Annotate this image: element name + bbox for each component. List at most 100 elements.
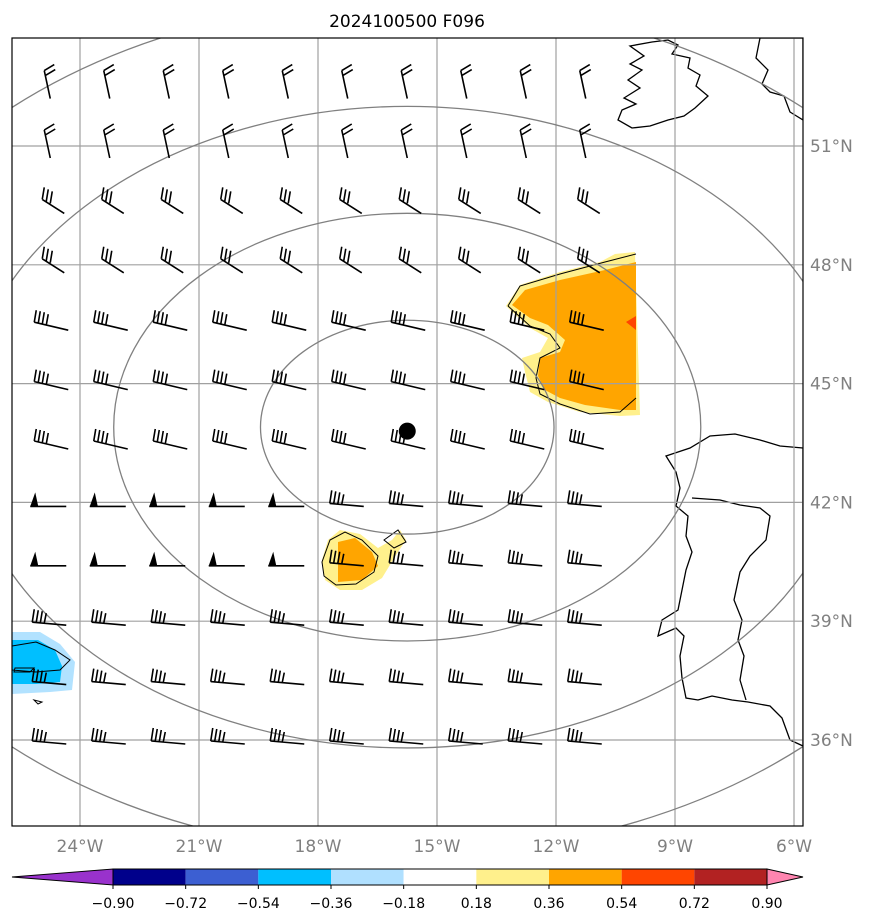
colorbar-swatch-4 (403, 869, 477, 885)
wind-barb-stroke (400, 123, 413, 159)
range-ring-3 (12, 105, 803, 749)
wind-barb-stroke (457, 187, 482, 215)
wind-barb-64 (271, 428, 307, 450)
wind-barb-stroke (90, 668, 126, 686)
wind-barb-96 (388, 609, 424, 626)
gridlines (12, 38, 803, 826)
wind-barb-stroke (92, 369, 128, 391)
wind-barb-35 (338, 246, 363, 274)
wind-barb-stroke (31, 727, 67, 745)
wind-barb-stroke (271, 428, 307, 450)
wind-barb-40 (33, 310, 69, 331)
wind-barb-stroke (459, 63, 473, 99)
wind-barb-stroke (566, 490, 602, 508)
wind-barb-119 (566, 727, 602, 745)
wind-barb-stroke (100, 187, 125, 215)
lon-label-5: 9°W (657, 837, 693, 857)
wind-barb-pennant (208, 551, 217, 566)
lon-label-3: 15°W (414, 837, 461, 857)
wind-barb-stroke (160, 187, 184, 215)
wind-barb-19 (578, 123, 592, 159)
wind-barb-86 (388, 549, 424, 567)
wind-barb-stroke (390, 369, 426, 391)
coastlines (617, 38, 803, 747)
wind-barb-100 (31, 668, 67, 686)
wind-barb-109 (566, 668, 602, 686)
wind-barb-stroke (219, 187, 244, 215)
wind-barb-116 (388, 727, 424, 745)
wind-barb-21 (100, 187, 125, 215)
wind-barb-pennant (30, 551, 39, 566)
wind-barb-74 (268, 492, 305, 508)
lon-label-2: 18°W (295, 837, 342, 857)
wind-barb-118 (507, 727, 543, 745)
iberia-inner-border (691, 497, 771, 701)
wind-barb-stroke (576, 246, 601, 274)
colorbar-extend-low (11, 868, 114, 886)
wind-barb-28 (517, 187, 541, 215)
wind-barb-111 (90, 727, 126, 745)
wind-barb-stroke (31, 668, 67, 686)
wind-barb-4 (281, 63, 294, 99)
wind-barb-stroke (219, 246, 244, 274)
wind-barb-pennant (30, 492, 39, 507)
wind-barb-stroke (566, 609, 602, 626)
wind-barb-stroke (328, 609, 364, 626)
wind-barb-75 (328, 490, 364, 508)
range-ring-2 (113, 212, 702, 642)
wind-barb-stroke (328, 727, 364, 745)
wind-barb-stroke (566, 727, 602, 745)
colorbar-tick-label-2: −0.54 (237, 896, 280, 912)
wind-barb-stroke (102, 123, 116, 159)
wind-barb-11 (102, 123, 116, 159)
wind-barb-68 (509, 428, 545, 450)
wind-barb-54 (271, 369, 307, 391)
wind-barb-12 (162, 123, 175, 159)
wind-barb-stroke (447, 490, 483, 508)
wind-barb-66 (390, 428, 426, 450)
colorbar-tick-label-7: 0.54 (606, 896, 637, 912)
wind-barb-71 (89, 492, 126, 508)
wind-barb-87 (447, 549, 483, 567)
ireland-landmass (617, 39, 709, 129)
wind-barb-18 (519, 123, 532, 159)
wind-barb-48 (509, 310, 545, 331)
colorbar-tick-label-6: 0.36 (533, 896, 564, 912)
wind-barb-94 (269, 609, 305, 626)
wind-barb-79 (566, 490, 602, 508)
wind-barb-63 (211, 428, 247, 450)
wind-barb-55 (330, 369, 366, 391)
map-frame (11, 37, 804, 827)
wind-barb-34 (279, 246, 303, 274)
wind-barb-stroke (568, 310, 604, 331)
wind-barb-29 (576, 187, 601, 215)
colorbar-outline (112, 868, 768, 886)
wind-barb-1 (102, 63, 116, 99)
latitude-labels: 36°N 39°N 42°N 45°N 48°N 51°N (810, 137, 853, 751)
wind-barb-stroke (221, 123, 235, 159)
colorbar-swatch-3 (331, 869, 404, 885)
wind-barb-stroke (390, 428, 426, 450)
wind-barb-stroke (390, 310, 426, 331)
wind-barb-stroke (338, 246, 363, 274)
wind-barb-stroke (162, 123, 175, 159)
wind-barb-pennant (268, 551, 277, 566)
wind-barb-8 (519, 63, 532, 99)
wind-barb-65 (330, 428, 366, 450)
wind-barb-stroke (211, 310, 247, 331)
wind-barb-stroke (447, 668, 483, 686)
wind-barb-stroke (447, 727, 483, 745)
lat-label-3: 45°N (810, 375, 853, 395)
wind-barb-45 (330, 310, 366, 331)
wind-barb-41 (92, 310, 128, 331)
colorbar-extend-high (766, 868, 804, 886)
wind-barb-88 (507, 549, 543, 567)
colorbar-swatch-6 (549, 869, 622, 885)
strong-anomaly-east (626, 316, 636, 330)
wind-barb-61 (92, 428, 128, 450)
wind-barb-22 (160, 187, 184, 215)
wind-barb-stroke (33, 369, 69, 391)
wind-barb-stroke (330, 369, 366, 391)
wind-barb-stroke (328, 490, 364, 508)
